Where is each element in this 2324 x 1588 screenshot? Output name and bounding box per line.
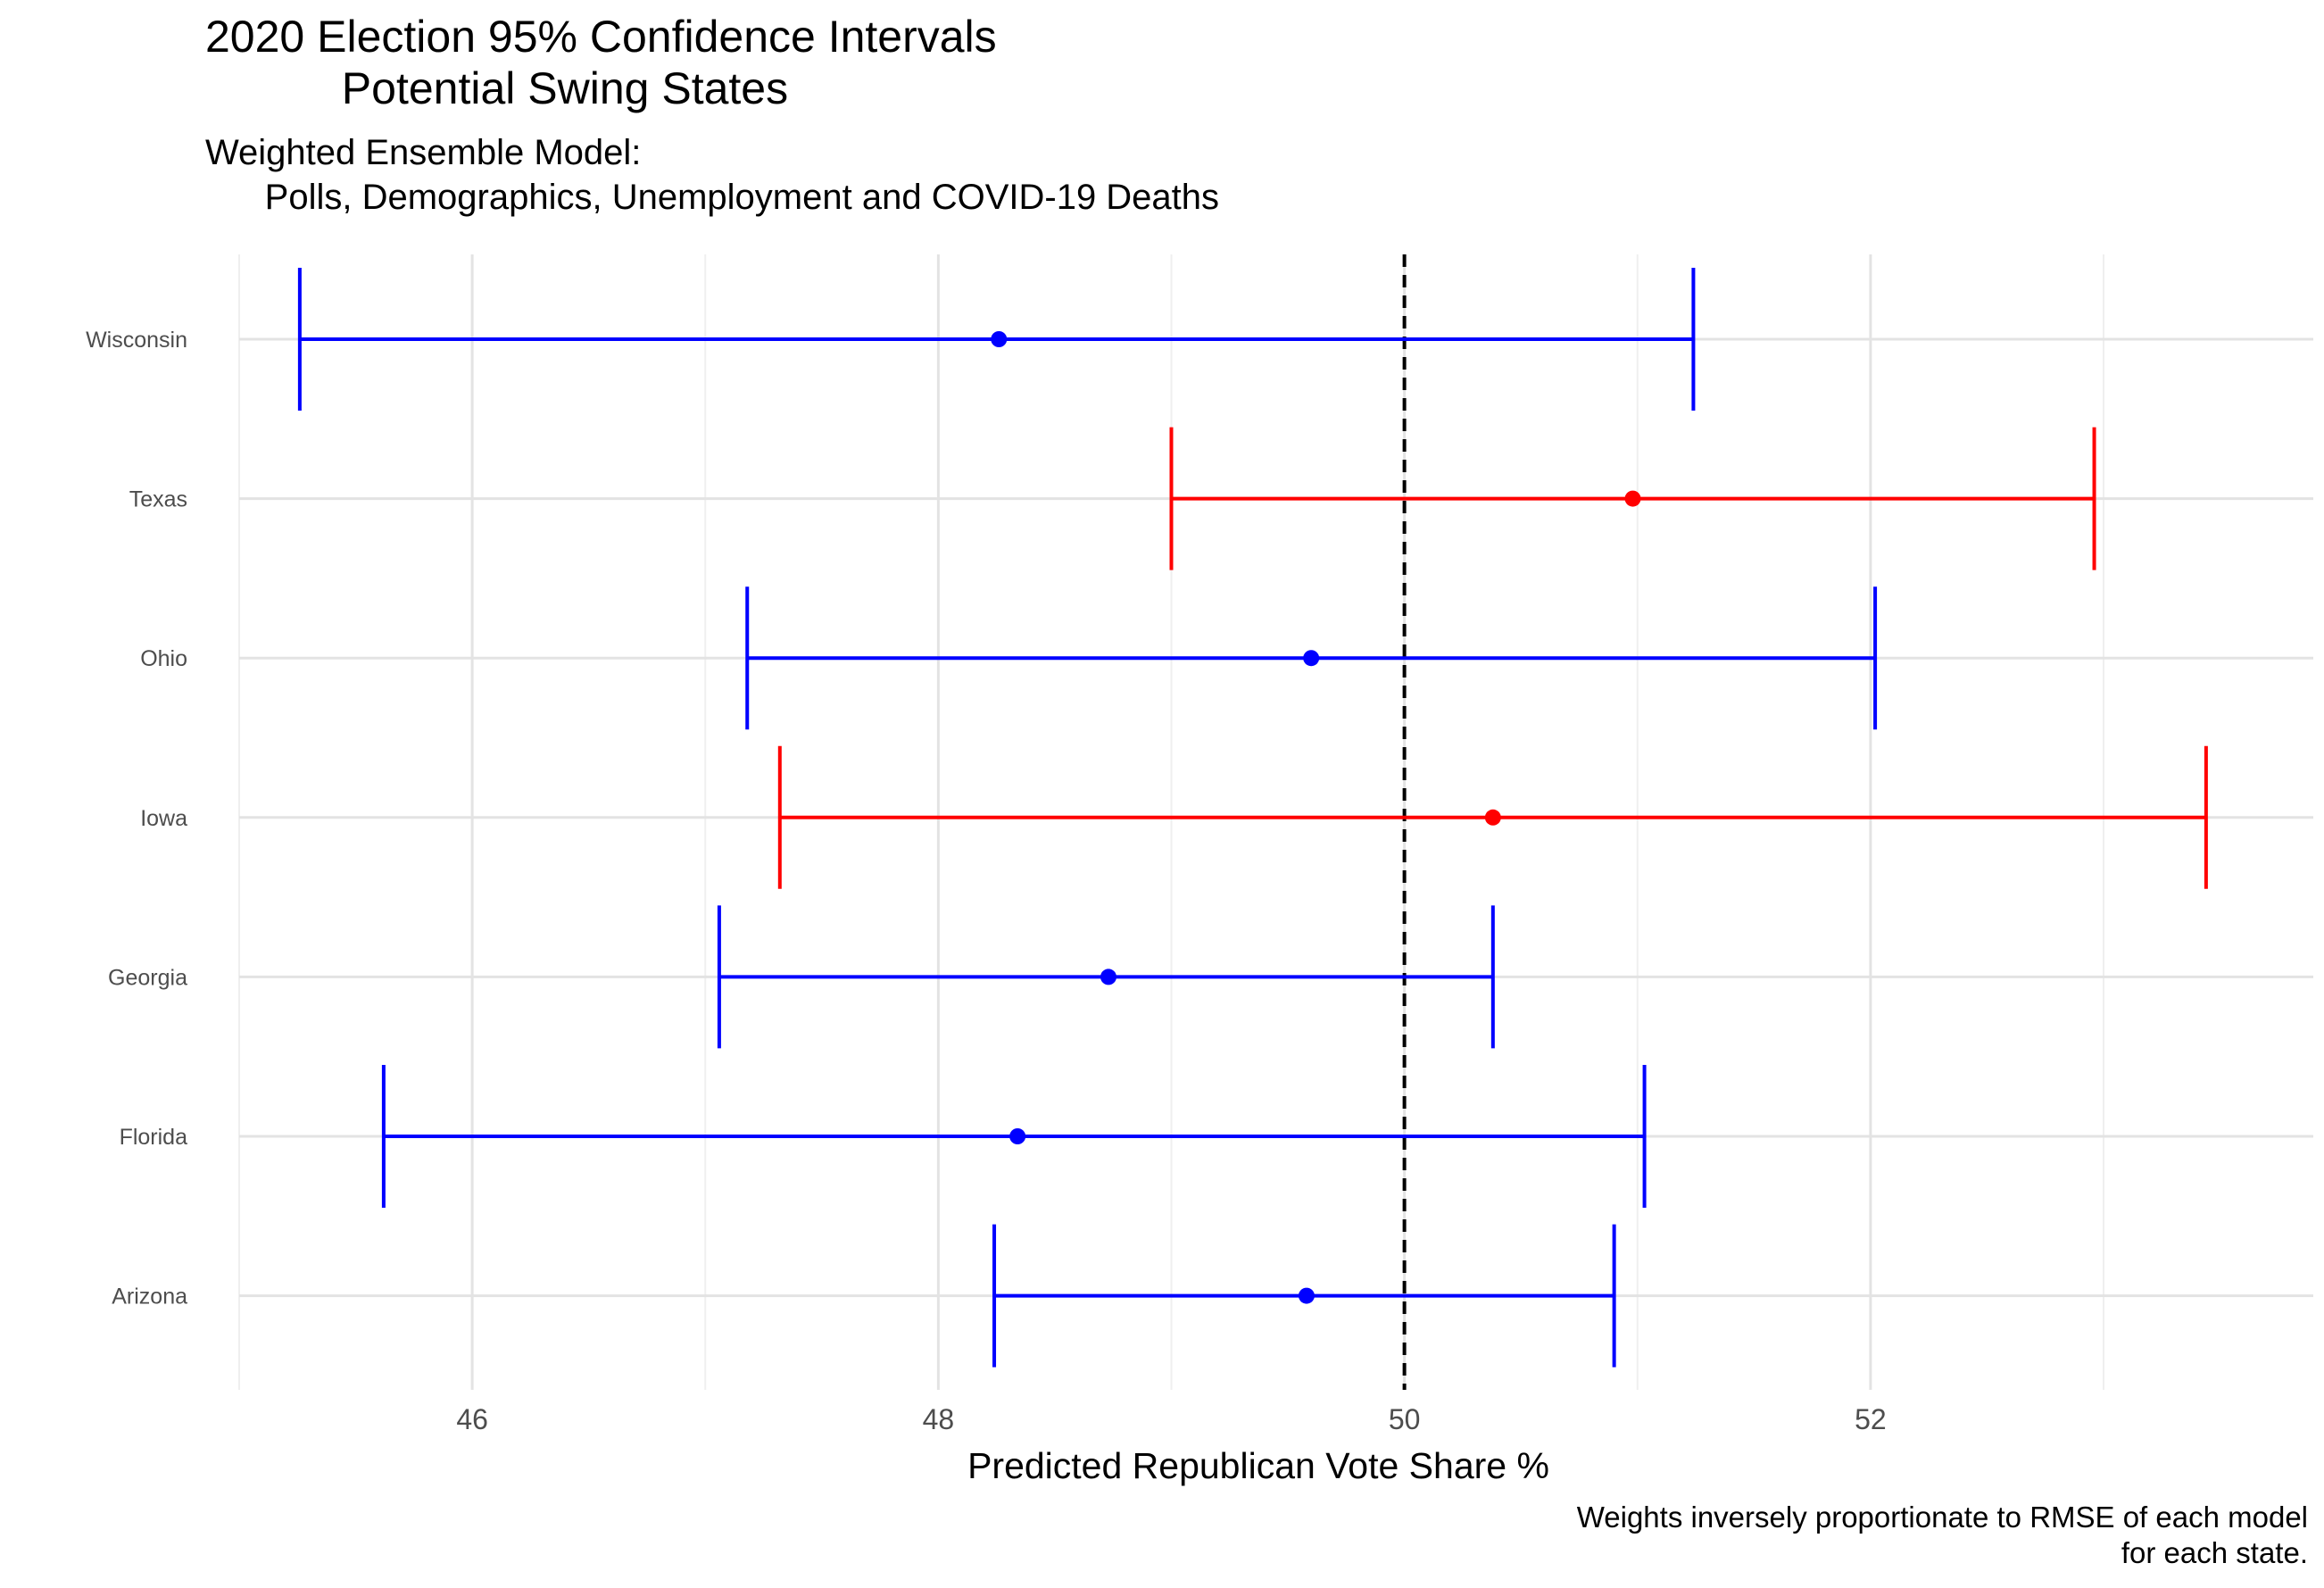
error-bar-wisconsin — [297, 268, 1696, 411]
error-bar-ohio — [745, 586, 1878, 730]
y-tick-label: Iowa — [140, 806, 187, 831]
x-axis-label: Predicted Republican Vote Share % — [967, 1445, 1549, 1486]
error-bar-florida — [381, 1065, 1647, 1208]
y-tick-label: Texas — [129, 487, 187, 512]
chart-title: 2020 Election 95% Confidence Intervals P… — [205, 12, 997, 113]
estimate-point — [1303, 650, 1320, 667]
error-bar-arizona — [992, 1224, 1616, 1368]
grid-lines — [238, 254, 2313, 1390]
estimate-point — [1298, 1287, 1315, 1304]
x-tick-label: 50 — [1389, 1403, 1421, 1435]
error-bar-iowa — [777, 745, 2208, 889]
chart-subtitle: Weighted Ensemble Model: Polls, Demograp… — [205, 133, 1220, 217]
x-axis-tick-labels: 46 48 50 52 — [456, 1403, 1886, 1435]
estimate-point — [1624, 490, 1641, 507]
y-tick-label: Georgia — [108, 965, 187, 990]
y-tick-label: Ohio — [140, 646, 187, 671]
estimate-point — [1100, 969, 1116, 985]
estimate-point — [1009, 1128, 1026, 1144]
y-tick-label: Florida — [120, 1125, 188, 1150]
y-tick-label: Wisconsin — [86, 328, 187, 353]
x-tick-label: 46 — [456, 1403, 488, 1435]
chart-caption: Weights inversely proportionate to RMSE … — [1576, 1501, 2308, 1569]
estimate-point — [991, 331, 1008, 347]
y-tick-label: Arizona — [112, 1285, 187, 1309]
x-tick-label: 52 — [1855, 1403, 1887, 1435]
y-axis-tick-labels: Wisconsin Texas Ohio Iowa Georgia Florida Ariz… — [86, 328, 187, 1309]
estimate-point — [1484, 809, 1501, 826]
error-bars — [297, 268, 2208, 1368]
error-bar-georgia — [717, 905, 1495, 1049]
x-tick-label: 48 — [923, 1403, 955, 1435]
error-bar-texas — [1169, 427, 2096, 570]
